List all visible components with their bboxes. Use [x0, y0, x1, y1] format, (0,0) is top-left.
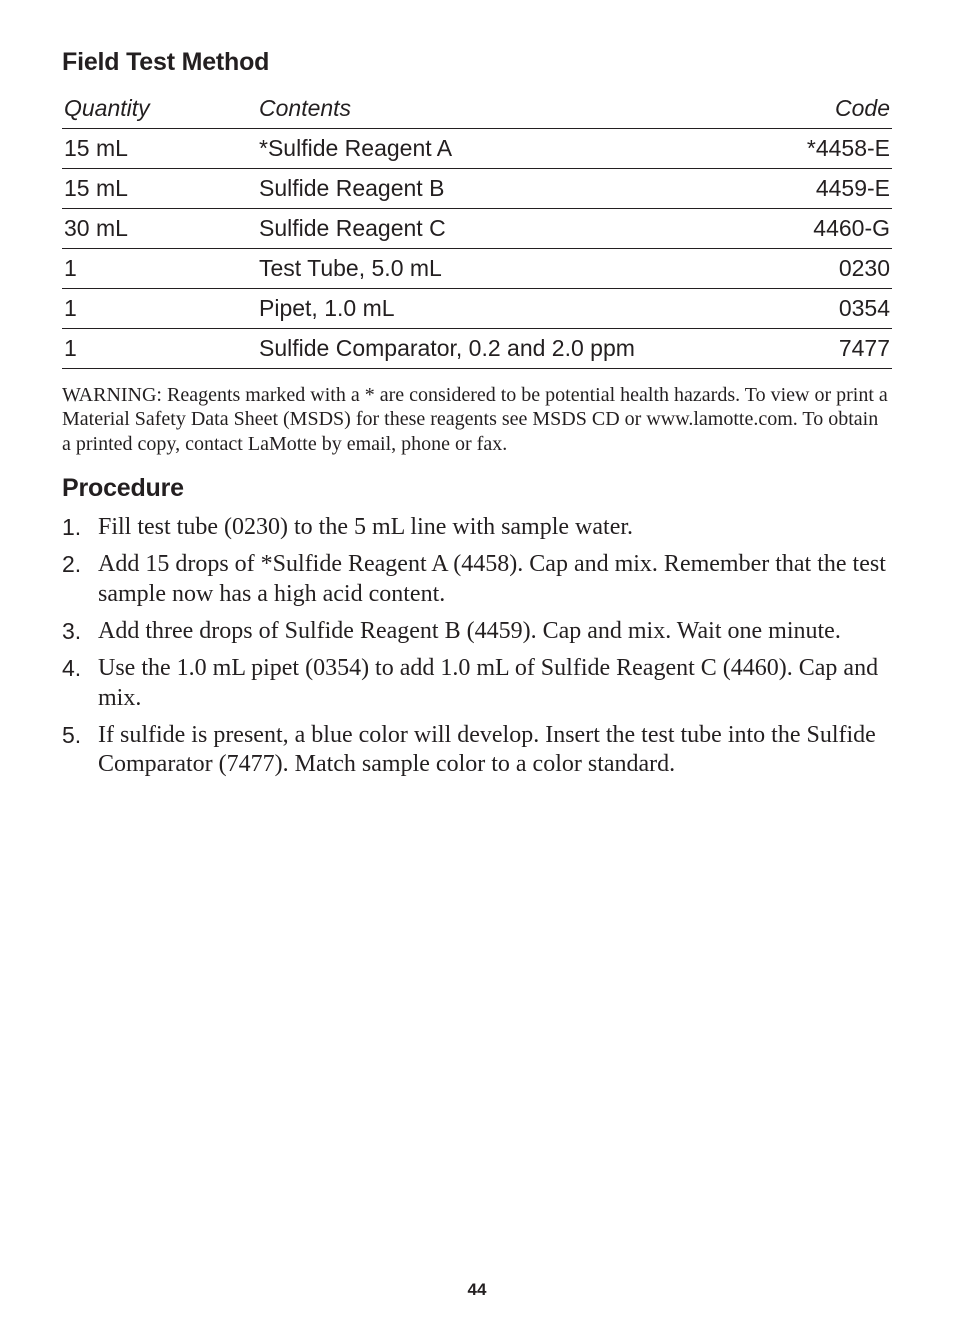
warning-text: WARNING: Reagents marked with a * are co… [62, 383, 892, 456]
cell-contents: *Sulfide Reagent A [257, 129, 762, 169]
table-header-row: Quantity Contents Code [62, 91, 892, 129]
cell-contents: Sulfide Reagent B [257, 169, 762, 209]
procedure-list: Fill test tube (0230) to the 5 mL line w… [62, 513, 892, 779]
reagents-table: Quantity Contents Code 15 mL *Sulfide Re… [62, 91, 892, 369]
procedure-step: Add 15 drops of *Sulfide Reagent A (4458… [62, 550, 892, 609]
cell-quantity: 1 [62, 329, 257, 369]
cell-quantity: 15 mL [62, 169, 257, 209]
procedure-step: Add three drops of Sulfide Reagent B (44… [62, 617, 892, 646]
cell-quantity: 1 [62, 289, 257, 329]
cell-contents: Test Tube, 5.0 mL [257, 249, 762, 289]
cell-contents: Pipet, 1.0 mL [257, 289, 762, 329]
cell-code: 0354 [762, 289, 892, 329]
procedure-step: Use the 1.0 mL pipet (0354) to add 1.0 m… [62, 654, 892, 713]
cell-code: 7477 [762, 329, 892, 369]
cell-code: 4460-G [762, 209, 892, 249]
procedure-step: Fill test tube (0230) to the 5 mL line w… [62, 513, 892, 542]
cell-quantity: 15 mL [62, 129, 257, 169]
cell-code: 0230 [762, 249, 892, 289]
procedure-title: Procedure [62, 474, 892, 503]
cell-quantity: 1 [62, 249, 257, 289]
cell-code: 4459-E [762, 169, 892, 209]
table-row: 1 Test Tube, 5.0 mL 0230 [62, 249, 892, 289]
table-row: 30 mL Sulfide Reagent C 4460-G [62, 209, 892, 249]
cell-quantity: 30 mL [62, 209, 257, 249]
header-quantity: Quantity [62, 91, 257, 129]
cell-contents: Sulfide Reagent C [257, 209, 762, 249]
procedure-step: If sulfide is present, a blue color will… [62, 721, 892, 780]
page-number: 44 [0, 1280, 954, 1300]
table-row: 15 mL Sulfide Reagent B 4459-E [62, 169, 892, 209]
header-contents: Contents [257, 91, 762, 129]
cell-code: *4458-E [762, 129, 892, 169]
table-row: 1 Pipet, 1.0 mL 0354 [62, 289, 892, 329]
table-row: 15 mL *Sulfide Reagent A *4458-E [62, 129, 892, 169]
table-row: 1 Sulfide Comparator, 0.2 and 2.0 ppm 74… [62, 329, 892, 369]
header-code: Code [762, 91, 892, 129]
section-title: Field Test Method [62, 48, 892, 77]
cell-contents: Sulfide Comparator, 0.2 and 2.0 ppm [257, 329, 762, 369]
